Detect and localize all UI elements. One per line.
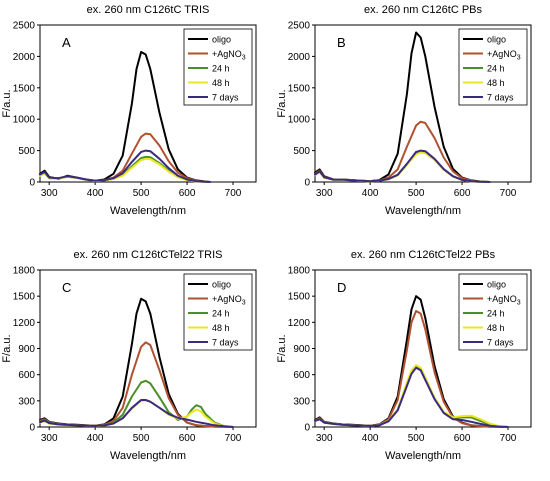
- plot-frame: [314, 24, 532, 183]
- x-tick-label: 500: [408, 433, 425, 444]
- legend-entry: 7 days: [487, 93, 514, 103]
- x-axis-label: Wavelength/nm: [385, 450, 461, 462]
- x-tick-label: 600: [454, 188, 471, 199]
- y-tick-label: 2500: [288, 21, 311, 32]
- y-tick-label: 1000: [288, 115, 311, 126]
- chart-title: ex. 260 nm C126tC PBs: [364, 4, 483, 16]
- legend-entry: +AgNO3: [212, 294, 246, 307]
- x-tick-label: 700: [225, 188, 242, 199]
- x-tick-label: 700: [500, 188, 517, 199]
- y-axis-label: F/a.u.: [276, 334, 288, 362]
- y-tick-label: 0: [29, 423, 35, 434]
- y-tick-label: 900: [293, 344, 310, 355]
- x-tick-label: 300: [316, 188, 333, 199]
- legend-entry: 48 h: [487, 323, 505, 333]
- legend-entry: 48 h: [487, 78, 505, 88]
- panel-label: C: [62, 280, 71, 295]
- series-line-7-days: [39, 399, 234, 428]
- y-tick-label: 300: [18, 396, 35, 407]
- plot-frame: [39, 24, 257, 183]
- y-tick-label: 1200: [13, 318, 36, 329]
- panel-label: D: [337, 280, 346, 295]
- y-tick-label: 1800: [288, 266, 311, 277]
- chart-panel-A: ex. 260 nm C126tC TRIS 0 500 1000 1500 2000 25…: [1, 4, 257, 217]
- y-tick-label: 500: [293, 146, 310, 157]
- y-tick-label: 2000: [288, 52, 311, 63]
- panel-label: A: [62, 35, 71, 50]
- y-tick-label: 600: [18, 370, 35, 381]
- x-axis-label: Wavelength/nm: [110, 450, 186, 462]
- legend-entry: 48 h: [212, 323, 230, 333]
- series-line-7-days: [39, 149, 211, 183]
- legend-entry: oligo: [487, 35, 506, 45]
- y-axis-label: F/a.u.: [276, 89, 288, 117]
- legend-entry: oligo: [212, 280, 231, 290]
- x-axis-label: Wavelength/nm: [110, 205, 186, 217]
- x-tick-label: 600: [454, 433, 471, 444]
- x-tick-label: 500: [133, 188, 150, 199]
- chart-title: ex. 260 nm C126tC TRIS: [87, 4, 210, 16]
- x-tick-label: 500: [133, 433, 150, 444]
- y-tick-label: 2500: [13, 21, 36, 32]
- y-tick-label: 300: [293, 396, 310, 407]
- legend-entry: 7 days: [212, 93, 239, 103]
- x-tick-label: 400: [87, 433, 104, 444]
- y-tick-label: 0: [304, 178, 310, 189]
- x-tick-label: 400: [362, 433, 379, 444]
- series-line-7-days: [314, 149, 491, 183]
- legend-entry: 24 h: [212, 64, 230, 74]
- legend-entry: 24 h: [487, 64, 505, 74]
- x-tick-label: 300: [41, 188, 58, 199]
- y-tick-label: 1500: [288, 292, 311, 303]
- x-tick-label: 600: [179, 188, 196, 199]
- y-tick-label: 0: [304, 423, 310, 434]
- y-tick-label: 900: [18, 344, 35, 355]
- y-tick-label: 1500: [13, 292, 36, 303]
- legend-entry: 24 h: [487, 309, 505, 319]
- legend-entry: 7 days: [212, 338, 239, 348]
- legend-entry: 48 h: [212, 78, 230, 88]
- y-tick-label: 600: [293, 370, 310, 381]
- x-tick-label: 300: [316, 433, 333, 444]
- x-tick-label: 700: [225, 433, 242, 444]
- x-tick-label: 600: [179, 433, 196, 444]
- x-tick-label: 400: [87, 188, 104, 199]
- y-tick-label: 1500: [13, 83, 36, 94]
- y-axis-label: F/a.u.: [1, 334, 13, 362]
- chart-title: ex. 260 nm C126tCTel22 TRIS: [74, 249, 223, 261]
- legend-entry: +AgNO3: [487, 294, 521, 307]
- legend-entry: 7 days: [487, 338, 514, 348]
- y-tick-label: 0: [29, 178, 35, 189]
- x-tick-label: 700: [500, 433, 517, 444]
- y-tick-label: 500: [18, 146, 35, 157]
- legend-entry: oligo: [487, 280, 506, 290]
- x-tick-label: 300: [41, 433, 58, 444]
- panel-label: B: [337, 35, 346, 50]
- series-line--agno3: [314, 120, 491, 183]
- chart-panel-C: ex. 260 nm C126tCTel22 TRIS 0 300 600 900 120…: [1, 249, 257, 462]
- chart-title: ex. 260 nm C126tCTel22 PBs: [351, 249, 496, 261]
- y-axis-label: F/a.u.: [1, 89, 13, 117]
- chart-panel-B: ex. 260 nm C126tC PBs 0 500 1000 1500 2000 250…: [276, 4, 532, 217]
- x-tick-label: 400: [362, 188, 379, 199]
- y-tick-label: 1500: [288, 83, 311, 94]
- chart-panel-D: ex. 260 nm C126tCTel22 PBs 0 300 600 900 1200…: [276, 249, 532, 462]
- legend-entry: +AgNO3: [212, 49, 246, 62]
- legend-entry: +AgNO3: [487, 49, 521, 62]
- x-axis-label: Wavelength/nm: [385, 205, 461, 217]
- legend-entry: 24 h: [212, 309, 230, 319]
- y-tick-label: 2000: [13, 52, 36, 63]
- series-line-7-days: [314, 366, 509, 428]
- y-tick-label: 1800: [13, 266, 36, 277]
- y-tick-label: 1200: [288, 318, 311, 329]
- y-tick-label: 1000: [13, 115, 36, 126]
- x-tick-label: 500: [408, 188, 425, 199]
- legend-entry: oligo: [212, 35, 231, 45]
